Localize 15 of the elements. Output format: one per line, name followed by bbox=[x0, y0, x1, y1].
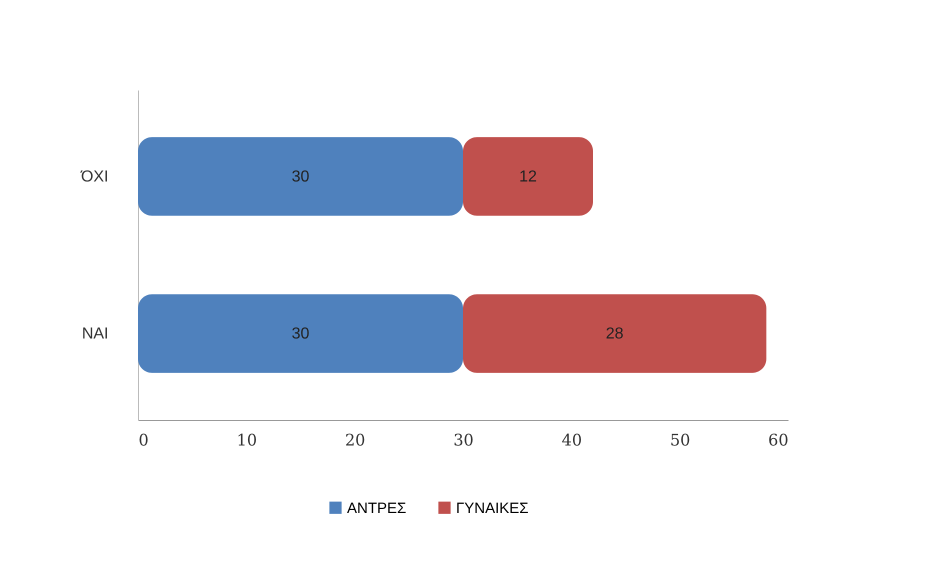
data-label: 12 bbox=[519, 168, 537, 186]
x-tick-label: 0 bbox=[138, 430, 149, 450]
x-tick-label: 20 bbox=[344, 430, 366, 450]
x-tick-label: 10 bbox=[236, 430, 258, 450]
data-label: 30 bbox=[292, 168, 310, 186]
y-tick-label: ΌΧΙ bbox=[80, 168, 108, 186]
data-label: 30 bbox=[292, 326, 310, 343]
legend-label: ΑΝΤΡΕΣ bbox=[347, 500, 406, 517]
x-tick-label: 50 bbox=[670, 430, 690, 450]
data-label: 28 bbox=[606, 326, 624, 343]
y-tick-label: ΝΑΙ bbox=[82, 326, 108, 343]
x-tick-label: 40 bbox=[562, 430, 582, 450]
x-tick-label: 30 bbox=[453, 430, 474, 450]
legend-label: ΓΥΝΑΙΚΕΣ bbox=[456, 500, 529, 517]
x-tick-label: 60 bbox=[768, 430, 788, 450]
